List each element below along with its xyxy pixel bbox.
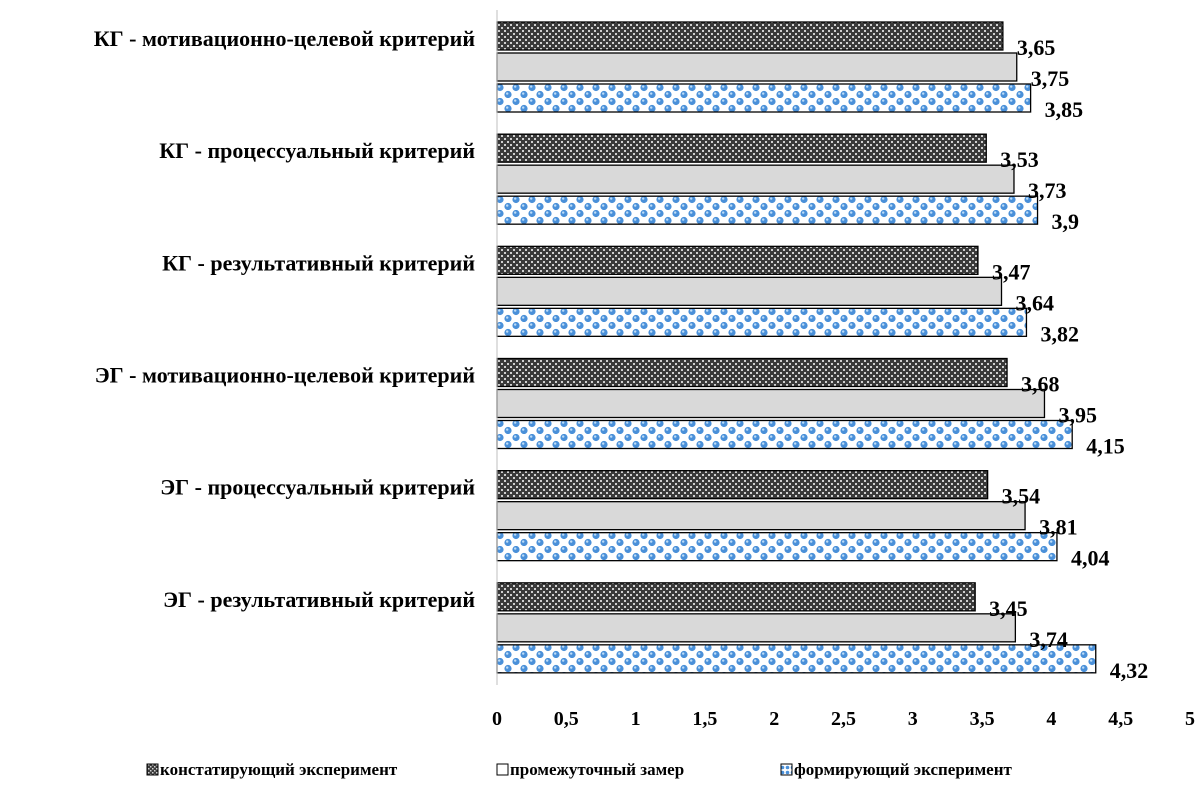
data-label: 3,85 — [1045, 97, 1084, 122]
category-labels: КГ - мотивационно-целевой критерий КГ - п… — [94, 26, 476, 612]
x-tick-label: 4,5 — [1108, 708, 1133, 730]
data-label: 3,82 — [1040, 321, 1079, 346]
x-tick-label: 3 — [908, 708, 918, 730]
bar — [496, 532, 1058, 562]
legend: констатирующий эксперимент промежуточный … — [146, 760, 1013, 779]
x-tick-label: 0 — [492, 708, 502, 730]
data-label: 4,04 — [1071, 546, 1110, 571]
bar — [496, 388, 1046, 419]
x-tick-label: 0,5 — [554, 708, 579, 730]
data-label: 3,68 — [1021, 372, 1060, 397]
data-label: 3,9 — [1052, 209, 1080, 234]
category-label: ЭГ - процессуальный критерий — [160, 475, 475, 500]
bar — [496, 164, 1015, 194]
bar — [496, 52, 1018, 82]
bar — [496, 195, 1039, 225]
bar — [496, 133, 987, 163]
data-label: 3,95 — [1058, 403, 1097, 428]
bar — [496, 419, 1073, 450]
bar — [496, 245, 979, 275]
legend-label: промежуточный замер — [510, 760, 684, 779]
x-axis-tick-labels: 0 0,5 1 1,5 2 2,5 3 3,5 4 4,5 5 — [492, 708, 1195, 730]
legend-label: формирующий эксперимент — [794, 760, 1013, 779]
x-tick-label: 5 — [1185, 708, 1195, 730]
legend-swatch — [780, 763, 793, 776]
legend-label: констатирующий эксперимент — [160, 760, 398, 779]
data-label: 3,81 — [1039, 515, 1078, 540]
category-label: КГ - процессуальный критерий — [159, 138, 475, 163]
x-tick-label: 1 — [631, 708, 641, 730]
data-label: 3,75 — [1031, 66, 1070, 91]
legend-swatch — [146, 763, 159, 776]
bar — [496, 83, 1032, 113]
x-tick-label: 2 — [769, 708, 779, 730]
category-label: КГ - мотивационно-целевой критерий — [94, 26, 476, 51]
data-label: 3,73 — [1028, 178, 1067, 203]
data-label: 3,53 — [1000, 147, 1039, 172]
x-tick-label: 4 — [1046, 708, 1056, 730]
bar — [496, 307, 1028, 337]
data-labels: 3,65 3,75 3,853,53 3,73 3,9 3,47 3,64 3,82 3,68 3… — [989, 35, 1148, 683]
data-label: 4,15 — [1086, 434, 1125, 459]
bar — [496, 470, 989, 500]
category-label: ЭГ - мотивационно-целевой критерий — [95, 363, 476, 388]
category-label: ЭГ - результативный критерий — [163, 587, 475, 612]
bars — [496, 21, 1097, 674]
data-label: 3,64 — [1016, 290, 1055, 315]
category-label: КГ - результативный критерий — [162, 250, 475, 275]
bar — [496, 21, 1004, 51]
bar — [496, 276, 1003, 306]
x-tick-label: 2,5 — [831, 708, 856, 730]
bar — [496, 501, 1026, 531]
bar — [496, 357, 1008, 388]
data-label: 3,65 — [1017, 35, 1056, 60]
data-label: 4,32 — [1110, 658, 1149, 683]
bar — [496, 613, 1017, 643]
data-label: 3,74 — [1029, 627, 1068, 652]
x-tick-label: 3,5 — [970, 708, 995, 730]
legend-swatch — [496, 763, 509, 776]
data-label: 3,45 — [989, 596, 1027, 621]
data-label: 3,47 — [992, 259, 1031, 284]
data-label: 3,54 — [1002, 484, 1041, 509]
bar — [496, 582, 976, 612]
x-tick-label: 1,5 — [692, 708, 717, 730]
bar — [496, 644, 1097, 674]
